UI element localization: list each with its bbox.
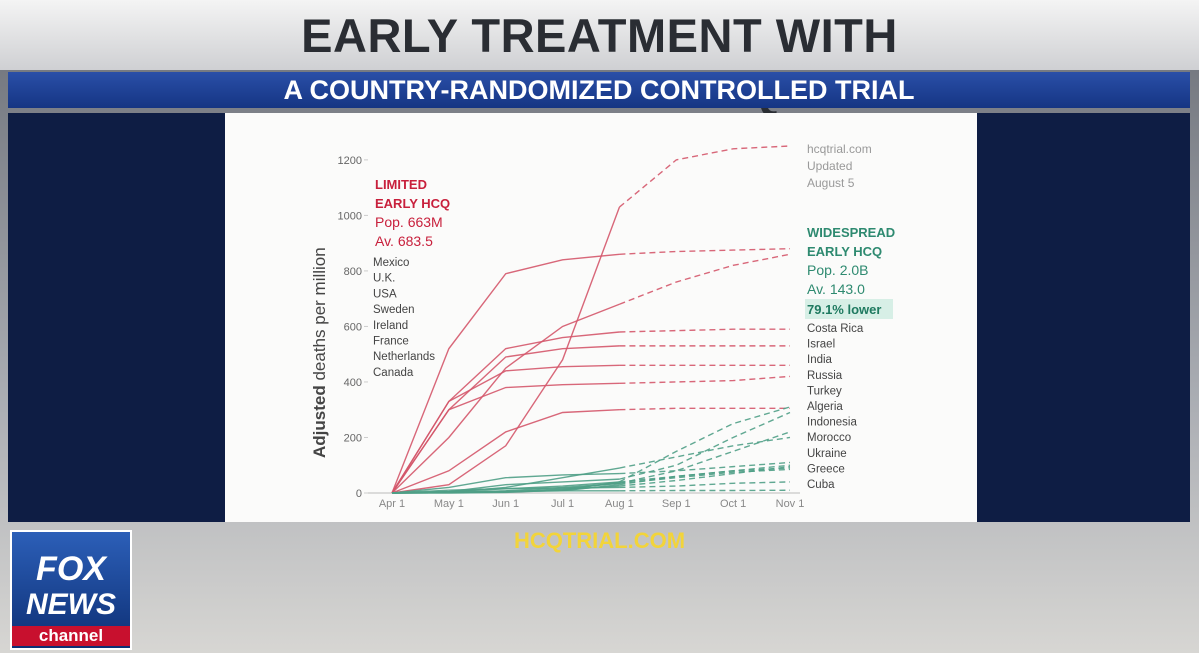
- logo-text: FOX: [36, 550, 106, 588]
- projection-line: [619, 464, 791, 483]
- y-tick-label: 200: [344, 432, 362, 444]
- projection-line: [619, 253, 791, 305]
- y-tick-label: 0: [356, 488, 362, 500]
- data-line: [391, 382, 620, 494]
- legend-label: Costa Rica: [807, 323, 864, 335]
- legend-label: Ireland: [373, 320, 408, 332]
- projection-line: [619, 375, 791, 385]
- legend-label: U.K.: [373, 273, 395, 285]
- data-line: [391, 364, 620, 494]
- projection-line: [619, 436, 791, 469]
- legend-label: Greece: [807, 463, 845, 475]
- y-label-bold: Adjusted: [310, 385, 329, 458]
- x-tick-label: Sep 1: [662, 498, 691, 510]
- subheadline: A COUNTRY-RANDOMIZED CONTROLLED TRIAL: [283, 75, 915, 105]
- annotation: Av. 683.5: [375, 233, 433, 249]
- data-line: [391, 409, 620, 494]
- legend-label: France: [373, 336, 409, 348]
- annotation: Pop. 663M: [375, 214, 443, 230]
- logo-text: NEWS: [26, 588, 116, 621]
- annotation: WIDESPREAD: [807, 225, 895, 240]
- data-line: [391, 206, 621, 494]
- logo: FOX NEWS channel: [10, 530, 132, 650]
- subtitle-bar: A COUNTRY-RANDOMIZED CONTROLLED TRIAL: [8, 72, 1190, 108]
- y-tick-label: 600: [344, 321, 362, 333]
- projection-line: [619, 328, 790, 333]
- projection-line: [619, 411, 791, 480]
- y-tick-label: 1200: [338, 155, 362, 167]
- chart: Adjusted deaths per million LIMITED EARL…: [225, 113, 977, 522]
- data-line: [391, 490, 620, 494]
- legend-label: Israel: [807, 339, 835, 351]
- annotation: Pop. 2.0B: [807, 262, 869, 278]
- x-tick-label: Apr 1: [379, 498, 405, 510]
- title-bar: EARLY TREATMENT WITH HYDROXYCHLOROQUINE: [0, 0, 1199, 117]
- annotation: 79.1% lower: [807, 302, 881, 317]
- legend-label: Turkey: [807, 385, 842, 397]
- y-axis-label: Adjusted deaths per million: [310, 247, 329, 458]
- legend-label: Sweden: [373, 304, 415, 316]
- x-tick-label: Jul 1: [551, 498, 574, 510]
- legend-label: India: [807, 354, 833, 366]
- legend-label: Ukraine: [807, 448, 847, 460]
- data-line: [391, 472, 620, 494]
- projection-line: [619, 481, 791, 489]
- x-tick-label: Aug 1: [605, 498, 634, 510]
- projection-line: [619, 406, 791, 483]
- legend-label: Canada: [373, 367, 414, 379]
- logo-text: channel: [12, 626, 130, 646]
- projection-line: [619, 407, 790, 411]
- data-line: [391, 253, 620, 494]
- source-note: hcqtrial.com: [807, 142, 872, 156]
- source-note: Updated: [807, 159, 852, 173]
- legend-label: Morocco: [807, 432, 851, 444]
- source-note: August 5: [807, 176, 855, 190]
- y-tick-label: 400: [344, 377, 362, 389]
- url-caption: HCQTRIAL.COM: [513, 528, 686, 553]
- annotation: EARLY HCQ: [375, 196, 450, 211]
- projection-line: [619, 461, 791, 475]
- x-tick-label: May 1: [434, 498, 464, 510]
- annotation: LIMITED: [375, 177, 427, 192]
- legend-label: USA: [373, 288, 397, 300]
- data-line: [391, 303, 620, 494]
- annotation: EARLY HCQ: [807, 244, 882, 259]
- legend-label: Russia: [807, 370, 843, 382]
- projection-line: [619, 467, 791, 486]
- legend-label: Cuba: [807, 479, 835, 491]
- projection-line: [619, 248, 791, 255]
- y-label: deaths per million: [310, 247, 329, 380]
- projection-line: [619, 468, 791, 484]
- legend-label: Netherlands: [373, 351, 435, 363]
- projection-line: [619, 489, 791, 492]
- legend-label: Indonesia: [807, 417, 857, 429]
- highlight: [805, 299, 893, 319]
- legend-label: Mexico: [373, 257, 409, 269]
- data-line: [391, 486, 620, 494]
- legend-label: Algeria: [807, 401, 843, 413]
- projection-line: [618, 145, 791, 208]
- x-tick-label: Nov 1: [776, 498, 805, 510]
- x-tick-label: Oct 1: [720, 498, 746, 510]
- annotation: Av. 143.0: [807, 281, 865, 297]
- y-tick-label: 1000: [338, 210, 362, 222]
- x-tick-label: Jun 1: [492, 498, 519, 510]
- y-tick-label: 800: [344, 266, 362, 278]
